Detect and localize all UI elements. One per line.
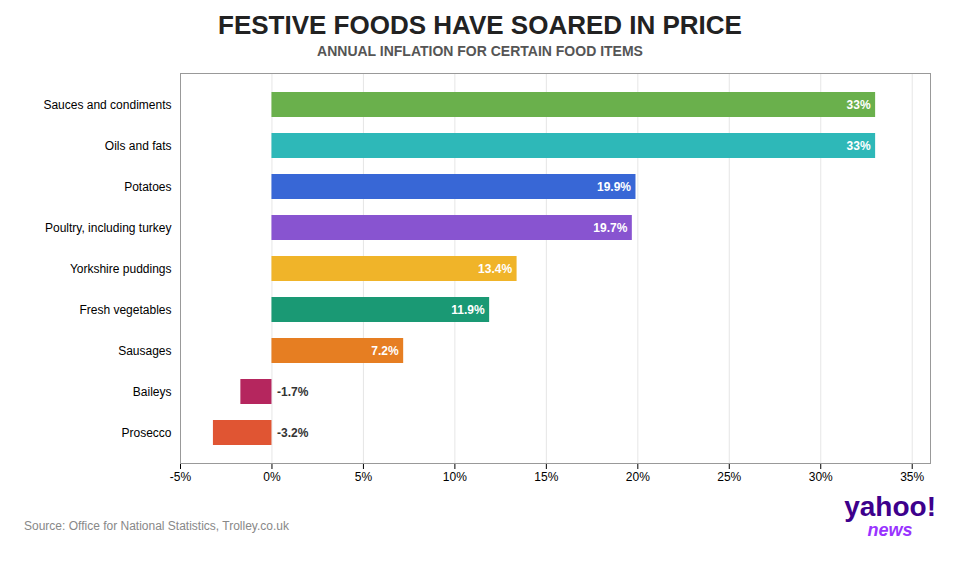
- svg-text:7.2%: 7.2%: [371, 344, 399, 358]
- svg-text:11.9%: 11.9%: [451, 303, 485, 317]
- svg-text:-5%: -5%: [170, 470, 192, 484]
- svg-text:13.4%: 13.4%: [478, 262, 512, 276]
- svg-text:25%: 25%: [717, 470, 741, 484]
- svg-text:-3.2%: -3.2%: [277, 426, 309, 440]
- html-text:yahoo!: yahoo!: [844, 491, 936, 522]
- svg-text:-1.7%: -1.7%: [277, 385, 309, 399]
- svg-text:5%: 5%: [355, 470, 373, 484]
- svg-text:33%: 33%: [847, 139, 871, 153]
- svg-text:10%: 10%: [443, 470, 467, 484]
- svg-text:19.7%: 19.7%: [593, 221, 627, 235]
- svg-text:20%: 20%: [626, 470, 650, 484]
- svg-text:33%: 33%: [847, 98, 871, 112]
- svg-text:Sausages: Sausages: [118, 344, 171, 358]
- html-text:news: news: [867, 520, 913, 540]
- html-text:Source: Office for National St: Source: Office for National Statistics, …: [24, 519, 289, 533]
- svg-text:0%: 0%: [263, 470, 281, 484]
- html-text:FESTIVE FOODS HAVE SOARED IN P: FESTIVE FOODS HAVE SOARED IN PRICE: [218, 10, 742, 40]
- html-text:ANNUAL INFLATION FOR CERTAIN F: ANNUAL INFLATION FOR CERTAIN FOOD ITEMS: [317, 43, 643, 59]
- svg-text:Sauces and condiments: Sauces and condiments: [43, 98, 171, 112]
- svg-text:35%: 35%: [900, 470, 924, 484]
- svg-text:Prosecco: Prosecco: [121, 426, 171, 440]
- svg-text:Oils and fats: Oils and fats: [105, 139, 172, 153]
- svg-text:30%: 30%: [809, 470, 833, 484]
- svg-text:Fresh vegetables: Fresh vegetables: [79, 303, 171, 317]
- svg-text:Yorkshire puddings: Yorkshire puddings: [70, 262, 172, 276]
- svg-text:Potatoes: Potatoes: [124, 180, 171, 194]
- svg-text:19.9%: 19.9%: [597, 180, 631, 194]
- svg-text:Baileys: Baileys: [133, 385, 172, 399]
- svg-text:Poultry, including turkey: Poultry, including turkey: [45, 221, 172, 235]
- svg-text:15%: 15%: [534, 470, 558, 484]
